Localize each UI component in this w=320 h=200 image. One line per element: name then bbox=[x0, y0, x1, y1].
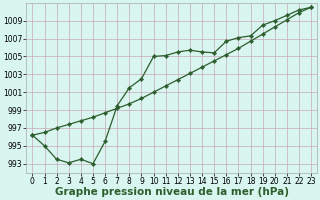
X-axis label: Graphe pression niveau de la mer (hPa): Graphe pression niveau de la mer (hPa) bbox=[55, 187, 289, 197]
